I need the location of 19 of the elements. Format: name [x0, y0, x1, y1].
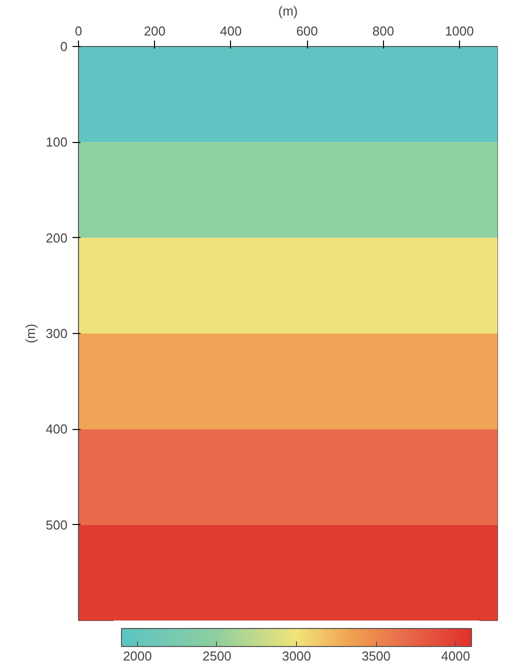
y-tick-label: 0: [60, 39, 68, 54]
x-tick-label: 600: [296, 24, 318, 38]
color-bar-label: 3500: [362, 648, 391, 664]
color-bar-label: 3000: [282, 648, 311, 664]
color-bar-label: 2500: [202, 648, 232, 664]
y-tick-label: 300: [46, 326, 68, 341]
x-tick-label: 200: [144, 24, 166, 38]
x-tick-label: 0: [74, 24, 82, 38]
y-axis-title: (m): [22, 324, 38, 344]
x-tick-label: 800: [372, 24, 394, 38]
x-tick-label: 1000: [444, 24, 474, 38]
x-axis-title: (m): [278, 4, 298, 18]
y-tick-label: 400: [46, 422, 68, 437]
x-tick-label: 400: [220, 24, 242, 38]
color-bar-label: 2000: [122, 648, 152, 664]
y-tick-label: 500: [46, 517, 68, 532]
y-tick-label: 200: [46, 230, 68, 246]
y-tick-label: 100: [46, 134, 68, 150]
color-bar-label: 4000: [441, 648, 470, 664]
